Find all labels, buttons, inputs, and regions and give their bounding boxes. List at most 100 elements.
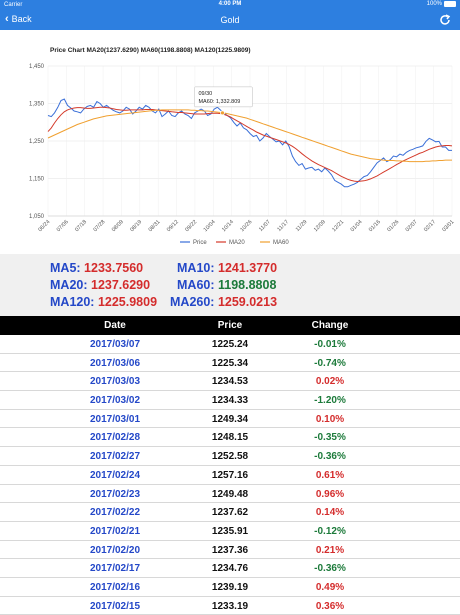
- legend-label: Price: [193, 240, 207, 246]
- x-tick-label: 09/12: [166, 219, 180, 233]
- battery-indicator: 100%: [427, 1, 456, 7]
- row-change: -0.01%: [314, 339, 346, 350]
- x-tick-label: 09/22: [184, 219, 198, 233]
- battery-percent: 100%: [426, 1, 442, 7]
- x-tick-label: 07/06: [56, 219, 70, 233]
- table-row[interactable]: 2017/02/24 1257.16 0.61%: [0, 466, 460, 485]
- x-tick-label: 11/07: [258, 219, 272, 233]
- series-line-ma60: [47, 109, 452, 163]
- back-button[interactable]: ‹ Back: [5, 13, 32, 25]
- row-date: 2017/03/07: [89, 339, 141, 350]
- ma60-value: 1198.8808: [218, 278, 277, 292]
- x-tick-label: 06/24: [37, 219, 51, 233]
- ma20-label: MA20:: [50, 278, 88, 292]
- table-row[interactable]: 2017/02/16 1239.19 0.49%: [0, 578, 460, 597]
- ma5-stat: MA5: 1233.7560: [50, 261, 143, 279]
- row-date: 2017/02/24: [89, 469, 141, 481]
- y-tick-label: 1,450: [29, 64, 45, 70]
- tooltip-box: [194, 86, 253, 108]
- row-change: -1.20%: [314, 395, 346, 407]
- refresh-icon[interactable]: [438, 13, 452, 27]
- x-tick-label: 08/31: [148, 219, 162, 233]
- ma5-label: MA5:: [50, 261, 81, 275]
- row-date: 2017/03/06: [89, 357, 141, 369]
- x-tick-label: 12/21: [331, 219, 345, 233]
- row-change: -0.74%: [314, 357, 346, 369]
- row-price: 1233.19: [211, 600, 249, 612]
- x-tick-label: 11/17: [276, 219, 290, 233]
- chart-title: Price Chart MA20(1237.6290) MA60(1198.88…: [50, 47, 251, 54]
- row-price: 1249.48: [211, 488, 249, 500]
- row-price: 1249.34: [211, 413, 249, 425]
- chart-svg: Price Chart MA20(1237.6290) MA60(1198.88…: [29, 47, 455, 246]
- table-row[interactable]: 2017/02/23 1249.48 0.96%: [0, 485, 460, 504]
- row-date: 2017/02/17: [89, 563, 141, 575]
- battery-icon: [444, 1, 456, 7]
- x-tick-label: 08/19: [129, 219, 143, 233]
- table-row[interactable]: 2017/02/21 1235.91 -0.12%: [0, 522, 460, 541]
- clock: 4:00 PM: [218, 1, 242, 7]
- ma120-stat: MA120: 1225.9809: [50, 295, 157, 313]
- row-date: 2017/02/16: [89, 581, 141, 593]
- column-header-date: Date: [104, 320, 126, 331]
- row-price: 1235.91: [211, 525, 249, 537]
- row-price: 1234.53: [211, 376, 249, 388]
- row-date: 2017/02/15: [89, 600, 141, 612]
- column-header-price: Price: [217, 320, 243, 331]
- x-tick-label: 03/01: [441, 219, 455, 233]
- legend-label: MA60: [273, 240, 289, 246]
- table-header: Date Price Change: [0, 316, 460, 335]
- row-price: 1225.34: [211, 357, 249, 369]
- page-title: Gold: [220, 15, 240, 25]
- table-row[interactable]: 2017/02/27 1252.58 -0.36%: [0, 447, 460, 466]
- price-chart: Price Chart MA20(1237.6290) MA60(1198.88…: [0, 30, 460, 254]
- row-price: 1225.24: [211, 339, 249, 350]
- ma260-stat: MA260: 1259.0213: [170, 295, 277, 313]
- row-date: 2017/03/02: [89, 395, 141, 407]
- ma120-value: 1225.9809: [97, 295, 158, 309]
- row-date: 2017/02/21: [89, 525, 141, 537]
- legend-label: MA20: [229, 240, 245, 246]
- back-label: Back: [11, 14, 32, 24]
- row-price: 1234.33: [211, 395, 249, 407]
- row-date: 2017/02/20: [89, 544, 141, 556]
- row-price: 1234.76: [211, 563, 249, 575]
- ma260-value: 1259.0213: [217, 295, 278, 309]
- row-price: 1252.58: [211, 451, 249, 463]
- table-row[interactable]: 2017/02/17 1234.76 -0.36%: [0, 559, 460, 578]
- table-row[interactable]: 2017/02/28 1248.15 -0.35%: [0, 428, 460, 448]
- x-tick-label: 02/07: [405, 219, 419, 233]
- moving-averages-panel: MA5: 1233.7560 MA10: 1241.3770 MA20: 123…: [0, 254, 460, 316]
- ma60-stat: MA60: 1198.8808: [177, 278, 276, 296]
- row-date: 2017/02/28: [89, 432, 141, 444]
- tooltip-marker: [220, 110, 225, 116]
- tooltip-text: MA60: 1,332.809: [198, 99, 240, 105]
- row-change: 0.02%: [315, 376, 345, 388]
- row-price: 1237.36: [211, 544, 249, 556]
- x-tick-label: 07/28: [93, 219, 107, 233]
- row-price: 1237.62: [211, 507, 249, 519]
- x-tick-label: 10/04: [203, 219, 217, 233]
- row-date: 2017/03/03: [89, 376, 141, 388]
- chevron-left-icon: ‹: [5, 13, 9, 25]
- table-row[interactable]: 2017/03/02 1234.33 -1.20%: [0, 391, 460, 410]
- row-price: 1257.16: [211, 469, 249, 481]
- table-row[interactable]: 2017/03/06 1225.34 -0.74%: [0, 354, 460, 373]
- row-change: 0.96%: [315, 488, 345, 500]
- x-tick-label: 07/18: [74, 219, 88, 233]
- table-row[interactable]: 2017/03/03 1234.53 0.02%: [0, 372, 460, 392]
- x-tick-label: 10/26: [239, 219, 253, 233]
- tooltip-date: 09/30: [198, 91, 212, 97]
- x-tick-label: 11/29: [295, 219, 309, 233]
- status-bar: Carrier 4:00 PM 100%: [0, 0, 460, 10]
- row-price: 1248.15: [211, 432, 249, 444]
- table-row[interactable]: 2017/02/15 1233.19 0.36%: [0, 597, 460, 615]
- y-tick-label: 1,150: [29, 177, 45, 183]
- table-row[interactable]: 2017/02/20 1237.36 0.21%: [0, 541, 460, 560]
- table-row[interactable]: 2017/03/01 1249.34 0.10%: [0, 410, 460, 429]
- row-change: 0.14%: [315, 507, 345, 519]
- price-table: 2017/03/07 1225.24 -0.01% 2017/03/06 1225.34…: [0, 335, 460, 615]
- table-row[interactable]: 2017/02/22 1237.62 0.14%: [0, 503, 460, 522]
- table-row[interactable]: 2017/03/07 1225.24 -0.01%: [0, 335, 460, 354]
- row-change: -0.35%: [314, 432, 346, 444]
